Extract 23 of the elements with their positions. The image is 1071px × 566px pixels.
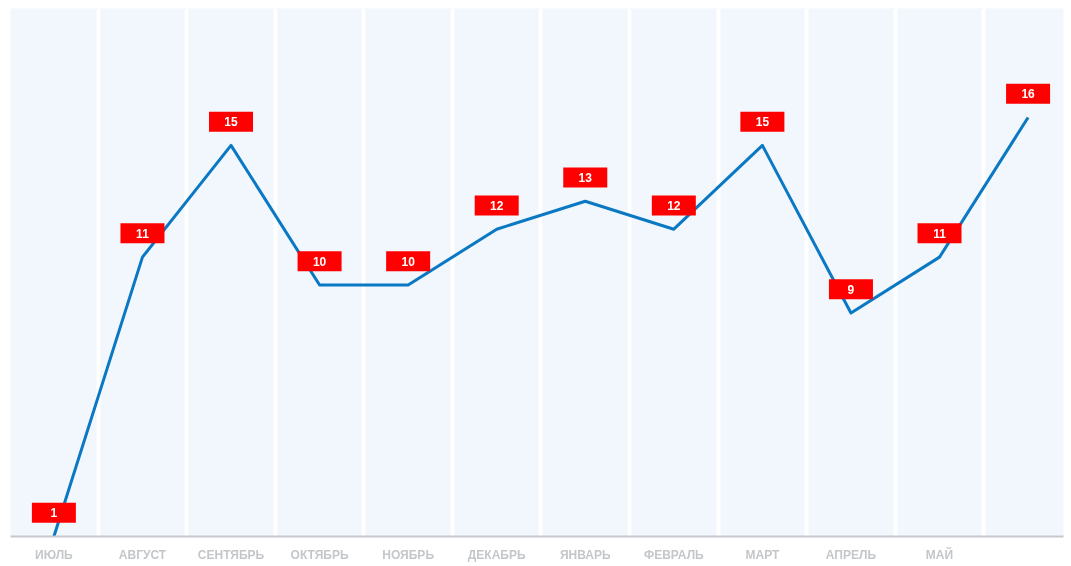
data-label: 13 — [578, 171, 593, 185]
data-label: 9 — [847, 282, 855, 297]
x-tick-label: АПРЕЛЬ — [825, 547, 877, 562]
data-label: 12 — [490, 198, 504, 213]
x-tick-label: ОКТЯБРЬ — [290, 547, 349, 562]
x-tick-label: СЕНТЯБРЬ — [197, 547, 265, 562]
x-tick-label: МАРТ — [745, 547, 780, 562]
x-tick-label: АВГУСТ — [118, 547, 167, 562]
data-label: 11 — [933, 226, 947, 241]
data-label: 15 — [224, 115, 239, 130]
x-tick-label: ЯНВАРЬ — [559, 547, 611, 562]
data-label: 1 — [50, 506, 58, 521]
data-label: 16 — [1021, 87, 1036, 102]
x-tick-label: ДЕКАБРЬ — [467, 547, 526, 562]
data-label: 10 — [312, 254, 327, 269]
x-tick-label: ИЮЛЬ — [35, 547, 74, 562]
data-label: 15 — [755, 115, 770, 130]
data-label: 11 — [136, 226, 150, 241]
data-label: 12 — [667, 198, 681, 213]
x-tick-label: МАЙ — [925, 546, 954, 562]
data-label: 10 — [401, 254, 416, 269]
x-tick-label: ФЕВРАЛЬ — [643, 547, 705, 562]
x-tick-label: НОЯБРЬ — [382, 547, 435, 562]
